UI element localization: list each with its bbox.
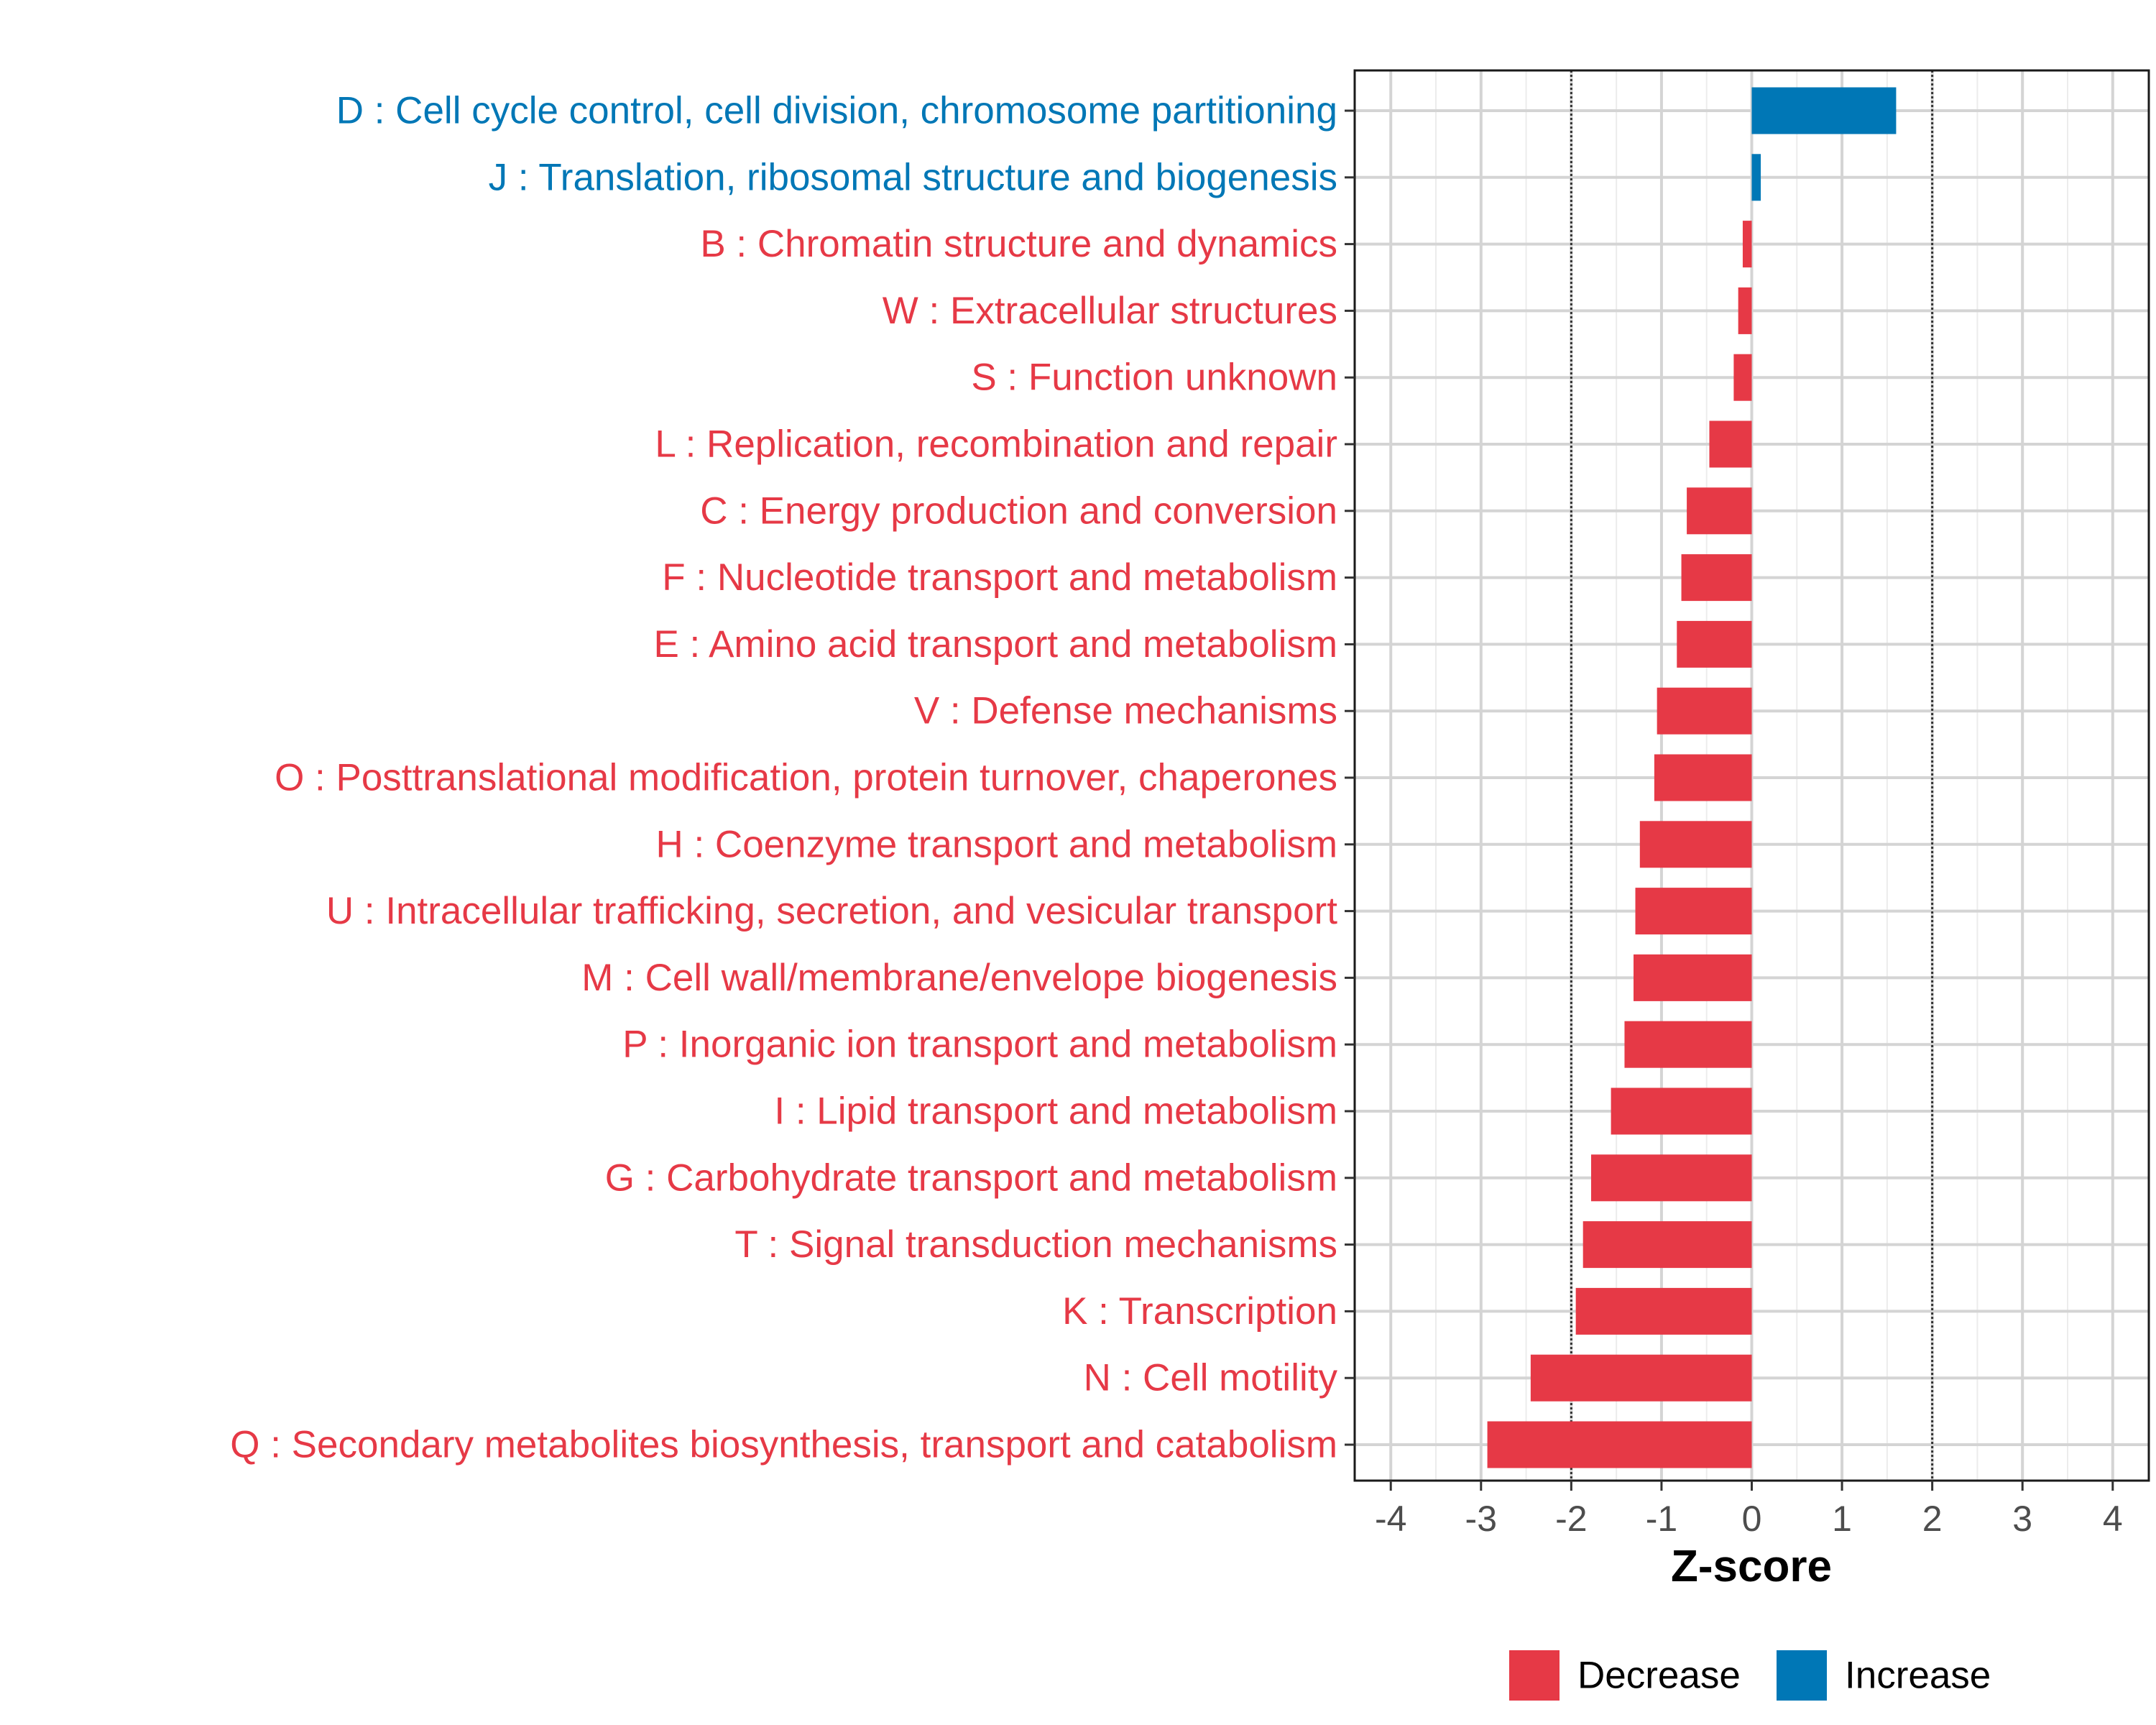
x-tick-label: 0 [1742, 1499, 1762, 1539]
category-label: P : Inorganic ion transport and metaboli… [622, 1024, 1337, 1066]
category-label: L : Replication, recombination and repai… [655, 423, 1337, 466]
category-label: D : Cell cycle control, cell division, c… [336, 90, 1337, 132]
bar [1634, 954, 1752, 1001]
x-tick-label: 3 [2012, 1499, 2032, 1539]
x-tick-label: -2 [1555, 1499, 1587, 1539]
bar [1677, 620, 1752, 668]
category-label: J : Translation, ribosomal structure and… [489, 156, 1337, 198]
bar [1530, 1354, 1752, 1402]
bar [1751, 87, 1897, 134]
legend-label: Increase [1845, 1655, 1991, 1697]
bar [1654, 754, 1752, 801]
x-tick-label: -3 [1465, 1499, 1497, 1539]
category-label: N : Cell motility [1084, 1357, 1338, 1399]
bar [1733, 354, 1752, 401]
x-axis-ticks [1389, 1481, 2114, 1491]
category-label: U : Intracellular trafficking, secretion… [326, 890, 1337, 932]
y-axis-labels: D : Cell cycle control, cell division, c… [230, 90, 1337, 1466]
bar [1487, 1421, 1752, 1468]
category-label: F : Nucleotide transport and metabolism [662, 556, 1337, 599]
category-label: S : Function unknown [971, 356, 1337, 399]
x-tick-label: 4 [2103, 1499, 2123, 1539]
bar [1635, 888, 1752, 935]
category-label: H : Coenzyme transport and metabolism [655, 823, 1337, 865]
category-label: E : Amino acid transport and metabolism [653, 623, 1337, 666]
category-label: K : Transcription [1062, 1290, 1337, 1333]
bar [1738, 287, 1752, 334]
category-label: B : Chromatin structure and dynamics [700, 223, 1337, 265]
bar [1681, 554, 1752, 602]
category-label: C : Energy production and conversion [700, 489, 1337, 532]
legend: Decrease Increase [1509, 1650, 1991, 1701]
category-label: V : Defense mechanisms [914, 690, 1337, 732]
x-tick-label: 1 [1832, 1499, 1852, 1539]
legend-swatch [1777, 1650, 1827, 1701]
bar [1639, 821, 1752, 868]
bar [1742, 221, 1752, 268]
x-axis-tick-labels: -4 -3 -2 -1 0 1 2 3 4 [1375, 1499, 2123, 1539]
bar [1624, 1021, 1752, 1068]
category-label: T : Signal transduction mechanisms [734, 1223, 1337, 1266]
bar [1583, 1221, 1752, 1269]
category-label: M : Cell wall/membrane/envelope biogenes… [581, 957, 1337, 999]
category-label: W : Extracellular structures [883, 290, 1337, 332]
bar [1751, 154, 1761, 201]
x-tick-label: -1 [1646, 1499, 1677, 1539]
category-label: G : Carbohydrate transport and metabolis… [605, 1156, 1337, 1199]
bars [1487, 87, 1897, 1468]
legend-swatch [1509, 1650, 1560, 1701]
category-label: I : Lipid transport and metabolism [774, 1090, 1337, 1133]
bar [1611, 1087, 1752, 1135]
x-tick-label: 2 [1922, 1499, 1943, 1539]
bar [1590, 1154, 1752, 1202]
bar [1657, 687, 1752, 735]
category-label: Q : Secondary metabolites biosynthesis, … [230, 1424, 1337, 1466]
bar [1687, 487, 1752, 535]
reference-lines [1570, 70, 1934, 1481]
bar [1709, 420, 1752, 468]
y-axis-ticks [1345, 109, 1355, 1446]
legend-label: Decrease [1577, 1655, 1741, 1697]
x-tick-label: -4 [1375, 1499, 1406, 1539]
category-label: O : Posttranslational modification, prot… [275, 757, 1337, 799]
x-axis-title: Z-score [1671, 1542, 1832, 1591]
bar [1575, 1287, 1752, 1335]
